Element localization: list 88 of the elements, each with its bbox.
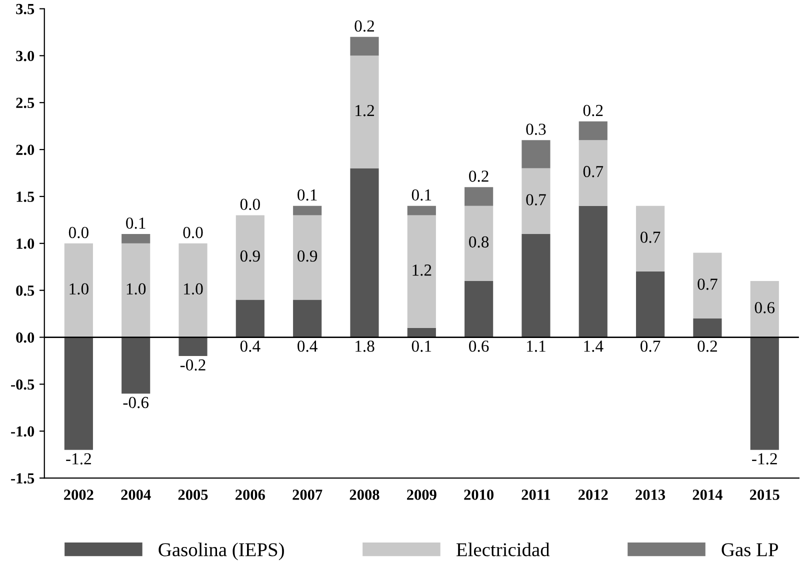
data-label: 0.4 [240, 340, 260, 352]
y-tick-label: 1.5 [16, 192, 34, 202]
bar [350, 56, 379, 168]
x-tick-label: 2010 [464, 490, 494, 500]
bar [122, 243, 150, 338]
legend-label: Gas LP [722, 543, 778, 556]
data-label: 0.7 [583, 166, 604, 178]
data-label: 1.8 [356, 340, 374, 352]
data-label: 0.7 [526, 194, 546, 206]
bar [178, 337, 208, 356]
bar [522, 140, 550, 168]
data-label: 1.0 [184, 283, 203, 295]
bar [293, 300, 322, 338]
x-tick-label: 2009 [407, 490, 436, 500]
data-label: -0.2 [180, 359, 206, 371]
data-label: 0.2 [354, 20, 374, 32]
x-tick-label: 2005 [178, 490, 208, 500]
bar [693, 252, 722, 318]
x-tick-label: 2011 [522, 490, 550, 500]
data-label: -1.2 [752, 453, 777, 465]
bar [578, 206, 608, 338]
x-tick-label: 2004 [121, 490, 151, 500]
data-label: 1.0 [70, 283, 88, 295]
data-label: 1.1 [527, 340, 546, 352]
y-tick-label: 2.0 [16, 144, 34, 156]
bar [636, 206, 665, 272]
data-label: 0.6 [754, 302, 775, 314]
y-tick-label: 2.5 [16, 98, 34, 108]
data-label: 0.1 [126, 218, 146, 229]
data-label: 0.2 [698, 340, 717, 352]
y-tick-label: 3.5 [16, 4, 34, 14]
data-label: 0.0 [183, 226, 203, 238]
legend-label: Gasolina (IEPS) [158, 542, 284, 560]
bar [407, 215, 436, 328]
bar [750, 280, 779, 338]
data-label: 1.4 [584, 340, 604, 352]
bar [522, 168, 550, 234]
y-tick-label: 0.5 [16, 285, 34, 296]
data-label: 0.1 [412, 340, 432, 352]
data-label: 1.2 [356, 104, 374, 116]
bar [236, 300, 264, 338]
data-label: -1.2 [66, 453, 91, 465]
bar [464, 187, 494, 206]
data-label: 0.4 [298, 340, 318, 352]
bar [578, 140, 608, 206]
x-tick-label: 2006 [236, 490, 265, 500]
legend-label: Electricidad [456, 542, 550, 556]
data-label: 1.2 [412, 264, 432, 276]
x-tick-label: 2002 [64, 490, 94, 500]
data-label: -0.6 [123, 396, 149, 408]
data-label: 0.2 [469, 170, 488, 182]
data-label: 0.0 [68, 226, 88, 238]
y-tick-label: 1.0 [16, 238, 34, 249]
data-label: 0.0 [240, 198, 260, 210]
data-label: 0.1 [298, 189, 317, 201]
data-label: 0.7 [698, 278, 718, 290]
bar [750, 337, 779, 450]
bar [693, 318, 722, 338]
x-tick-label: 2008 [350, 490, 380, 500]
bar [350, 168, 379, 338]
data-label: 0.9 [240, 250, 260, 262]
y-tick-label: -0.5 [11, 379, 34, 390]
bar [464, 206, 494, 281]
bar [122, 234, 150, 244]
x-tick-label: 2013 [636, 490, 666, 500]
x-tick-label: 2007 [292, 490, 322, 500]
data-label: 0.6 [469, 340, 489, 352]
y-tick-label: -1.5 [11, 473, 34, 484]
y-tick-label: -1.0 [11, 426, 34, 437]
bar [522, 234, 550, 338]
bar [64, 337, 93, 450]
y-tick-label: 3.0 [16, 50, 34, 62]
x-tick-label: 2012 [578, 490, 608, 500]
x-tick-label: 2015 [750, 490, 780, 500]
data-label: 1.0 [126, 283, 146, 295]
data-label: 0.8 [469, 236, 489, 248]
data-label: 0.7 [640, 340, 660, 352]
data-label: 0.2 [583, 104, 603, 116]
bar [636, 272, 665, 338]
data-label: 0.7 [640, 232, 660, 243]
bar [464, 280, 494, 338]
bar [122, 337, 150, 394]
data-label: 0.3 [526, 124, 546, 135]
data-label: 0.9 [298, 250, 318, 262]
y-tick-label: 0.0 [16, 332, 34, 343]
bar [293, 215, 322, 300]
data-label: 0.1 [412, 189, 432, 201]
x-tick-label: 2014 [692, 490, 722, 500]
